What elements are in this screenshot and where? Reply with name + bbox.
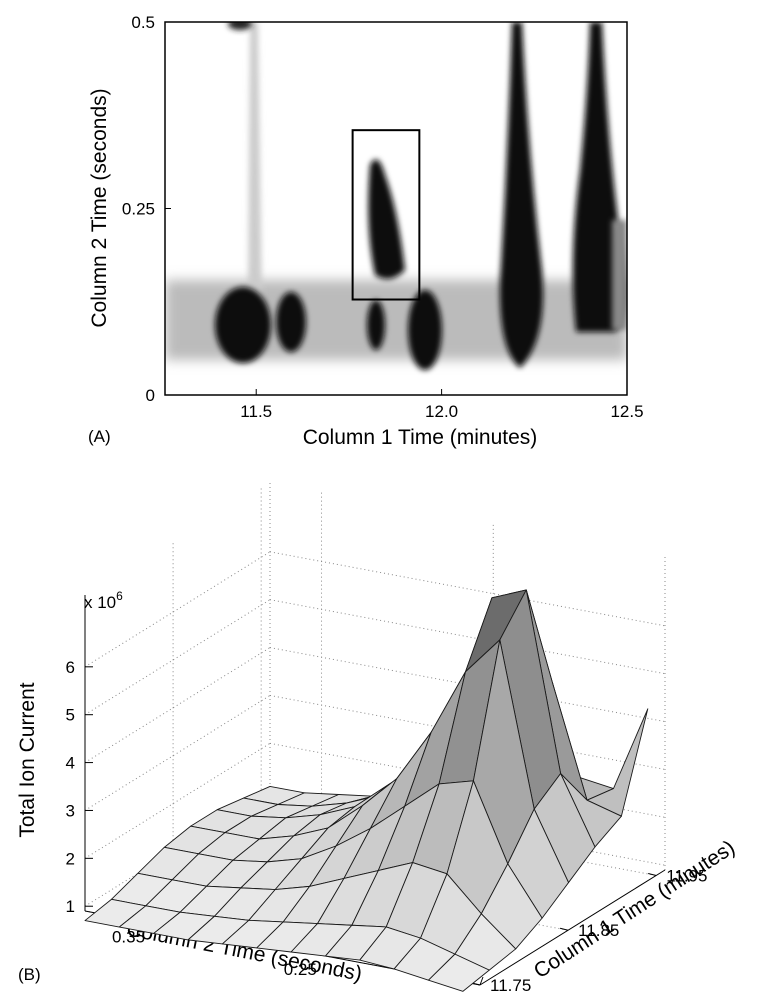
z-tick-label: 2 xyxy=(66,849,75,868)
grid-line xyxy=(84,695,271,811)
z-multiplier: x 106 xyxy=(84,589,123,612)
multiplier-base: x 10 xyxy=(84,593,116,612)
x-axis-label: Column 1 Time (minutes) xyxy=(303,426,538,449)
highlight-box xyxy=(351,129,421,301)
panel-label: (B) xyxy=(18,965,41,984)
y-tick-label: 11.85 xyxy=(578,921,619,940)
surface-patch xyxy=(586,708,649,817)
grid-line xyxy=(84,742,271,859)
z-axis-label: Total Ion Current xyxy=(16,682,39,837)
grid-line xyxy=(84,551,271,668)
z-tick-label: 6 xyxy=(66,658,75,677)
z-tick-label: 3 xyxy=(66,801,75,820)
x-tick-label: 12.5 xyxy=(610,402,643,421)
y-tick xyxy=(559,927,569,931)
z-tick-label: 1 xyxy=(66,897,75,916)
panel-label: (A) xyxy=(88,427,111,446)
y-tick-label: 0.5 xyxy=(131,13,155,32)
y-tick xyxy=(648,872,657,876)
grid-line xyxy=(84,647,271,764)
x-tick-label: 11.5 xyxy=(240,402,272,421)
y-axis-label: Column 2 Time (seconds) xyxy=(88,88,111,327)
heatmap-image xyxy=(165,22,627,395)
surface-patch xyxy=(428,953,490,992)
z-tick-label: 5 xyxy=(66,706,75,725)
x-tick-label: 0.15 xyxy=(455,992,488,995)
x-tick-label: 12.0 xyxy=(425,402,458,421)
grid-line xyxy=(269,551,666,627)
multiplier-exponent: 6 xyxy=(116,589,123,603)
z-tick-label: 4 xyxy=(66,754,75,773)
grid-line xyxy=(84,599,271,716)
y-tick-label: 11.75 xyxy=(490,976,531,995)
y-tick-label: 11.95 xyxy=(666,866,707,885)
x-tick-label: 0.35 xyxy=(112,928,145,947)
y-tick-label: 0 xyxy=(146,386,155,405)
y-tick-label: 0.25 xyxy=(122,200,155,219)
x-tick-label: 0.25 xyxy=(284,960,317,979)
x-tick xyxy=(479,976,484,986)
y-axis xyxy=(479,869,666,986)
grid-line xyxy=(269,599,666,675)
